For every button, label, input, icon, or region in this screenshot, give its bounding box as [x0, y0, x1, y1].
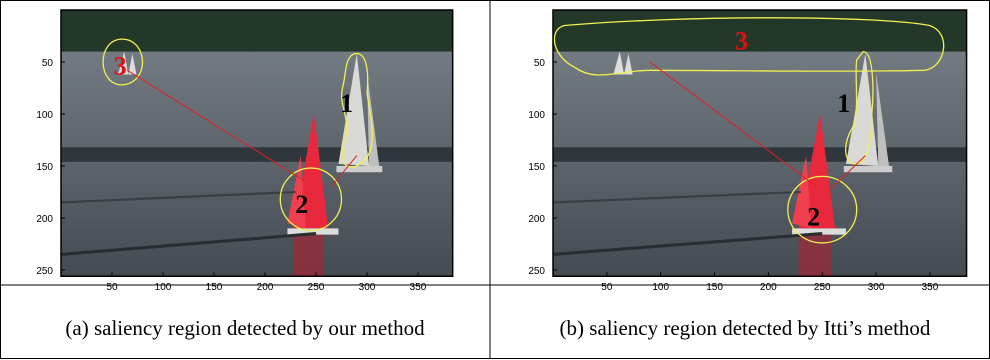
x-tick-label: 300: [868, 282, 885, 293]
boat-hull: [336, 166, 382, 172]
shore: [553, 10, 967, 52]
region-label: 1: [837, 89, 850, 118]
region-label: 3: [735, 27, 748, 56]
reflection: [294, 235, 325, 277]
x-tick-label: 150: [206, 282, 223, 293]
x-tick-label: 350: [922, 282, 939, 293]
x-tick-label: 100: [652, 282, 669, 293]
x-tick-label: 50: [601, 282, 613, 293]
caption: (a) saliency region detected by our meth…: [65, 316, 425, 340]
region-label: 3: [114, 51, 127, 80]
caption: (b) saliency region detected by Itti’s m…: [560, 316, 931, 340]
y-tick-label: 200: [36, 214, 53, 225]
y-tick-label: 150: [528, 162, 545, 173]
x-tick-label: 50: [106, 282, 118, 293]
region-label: 2: [295, 190, 308, 219]
region-label: 2: [807, 202, 820, 231]
figure: (a) saliency region detected by our meth…: [0, 0, 990, 360]
y-tick-label: 250: [528, 266, 545, 277]
x-tick-label: 100: [155, 282, 172, 293]
image: [61, 10, 453, 276]
y-tick-label: 100: [528, 110, 545, 121]
x-tick-label: 200: [760, 282, 777, 293]
x-tick-label: 250: [814, 282, 831, 293]
y-tick-label: 50: [42, 58, 54, 69]
x-tick-label: 250: [308, 282, 325, 293]
y-tick-label: 150: [36, 162, 53, 173]
x-tick-label: 200: [257, 282, 274, 293]
image: [553, 10, 967, 276]
x-tick-label: 300: [359, 282, 376, 293]
shadow-band: [553, 147, 967, 162]
y-tick-label: 100: [36, 110, 53, 121]
shadow-band: [61, 147, 453, 162]
y-tick-label: 50: [534, 58, 546, 69]
x-tick-label: 150: [706, 282, 723, 293]
y-tick-label: 200: [528, 214, 545, 225]
x-tick-label: 350: [410, 282, 427, 293]
shore: [61, 10, 453, 52]
y-tick-label: 250: [36, 266, 53, 277]
region-label: 1: [340, 89, 353, 118]
reflection: [799, 235, 831, 277]
